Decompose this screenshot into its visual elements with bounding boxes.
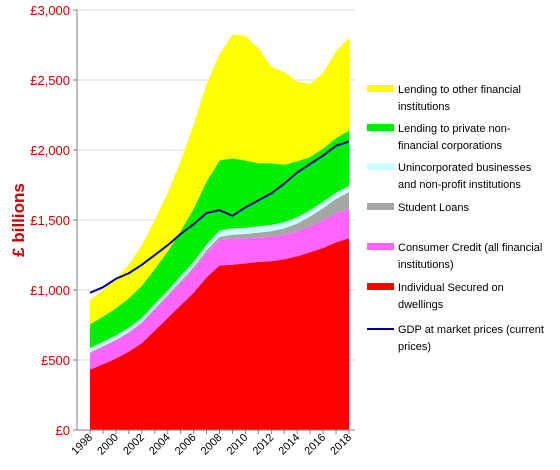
y-tick-label: £2,500 [30,73,70,88]
area-series-6 [90,34,349,325]
x-tick-label: 2016 [302,432,328,458]
legend-item: Individual Secured on dwellings [367,282,504,311]
x-tick-label: 2002 [121,432,147,458]
x-tick-label: 2000 [95,432,121,458]
legend-swatch [367,203,394,210]
legend: Lending to other financial institutions Le… [367,84,544,353]
x-tick-label: 1998 [69,432,95,458]
area-series-2 [90,208,349,370]
legend-label: Lending to private non-financial corpora… [398,123,511,152]
legend-label: GDP at market prices (current prices) [398,324,544,353]
legend-item: Lending to private non-financial corpora… [367,123,511,152]
area-series-3 [90,192,349,353]
gdp-line [89,140,350,294]
legend-item: Consumer Credit (all financial institutio… [367,242,542,271]
x-tick-labels: 1998 2000 2002 2004 2006 2008 2010 2012 2014 2016… [69,432,354,458]
legend-swatch [367,243,394,250]
legend-label: Consumer Credit (all financial institutio… [398,242,542,271]
y-tick-label: £500 [41,353,70,368]
x-tick-label: 2010 [225,432,251,458]
legend-swatch [367,85,394,92]
y-axis-label: £ billions [9,183,28,257]
y-tick-label: £2,000 [30,143,70,158]
legend-label: Individual Secured on dwellings [398,282,504,311]
area-series-4 [90,185,349,353]
x-tick-label: 2012 [251,432,277,458]
legend-swatch [367,124,394,131]
y-tick-label: £1,000 [30,283,70,298]
y-tick-labels: £0 £500 £1,000 £1,500 £2,000 £2,500 £3,000 [30,3,70,438]
stacked-areas [90,34,349,430]
y-tick-label: £3,000 [30,3,70,18]
legend-item: GDP at market prices (current prices) [367,324,544,353]
y-tick-label: £0 [56,423,70,438]
legend-item: Unincorporated businesses and non-profit … [367,162,532,191]
x-tick-label: 2006 [173,432,199,458]
legend-label: Lending to other financial institutions [398,84,521,113]
legend-label: Student Loans [398,202,469,214]
legend-swatch [367,163,394,170]
gdp-line-layer [89,140,350,294]
x-tick-label: 2014 [277,432,303,458]
legend-item: Lending to other financial institutions [367,84,521,113]
y-tick-label: £1,500 [30,213,70,228]
area-series-1 [90,238,349,430]
x-tick-label: 2018 [328,432,354,458]
legend-swatch [367,283,394,290]
x-tick-label: 2008 [199,432,225,458]
legend-item: Student Loans [367,202,469,214]
x-tick-label: 2004 [147,432,173,458]
legend-label: Unincorporated businesses and non-profit … [398,162,532,191]
axes [73,9,355,434]
